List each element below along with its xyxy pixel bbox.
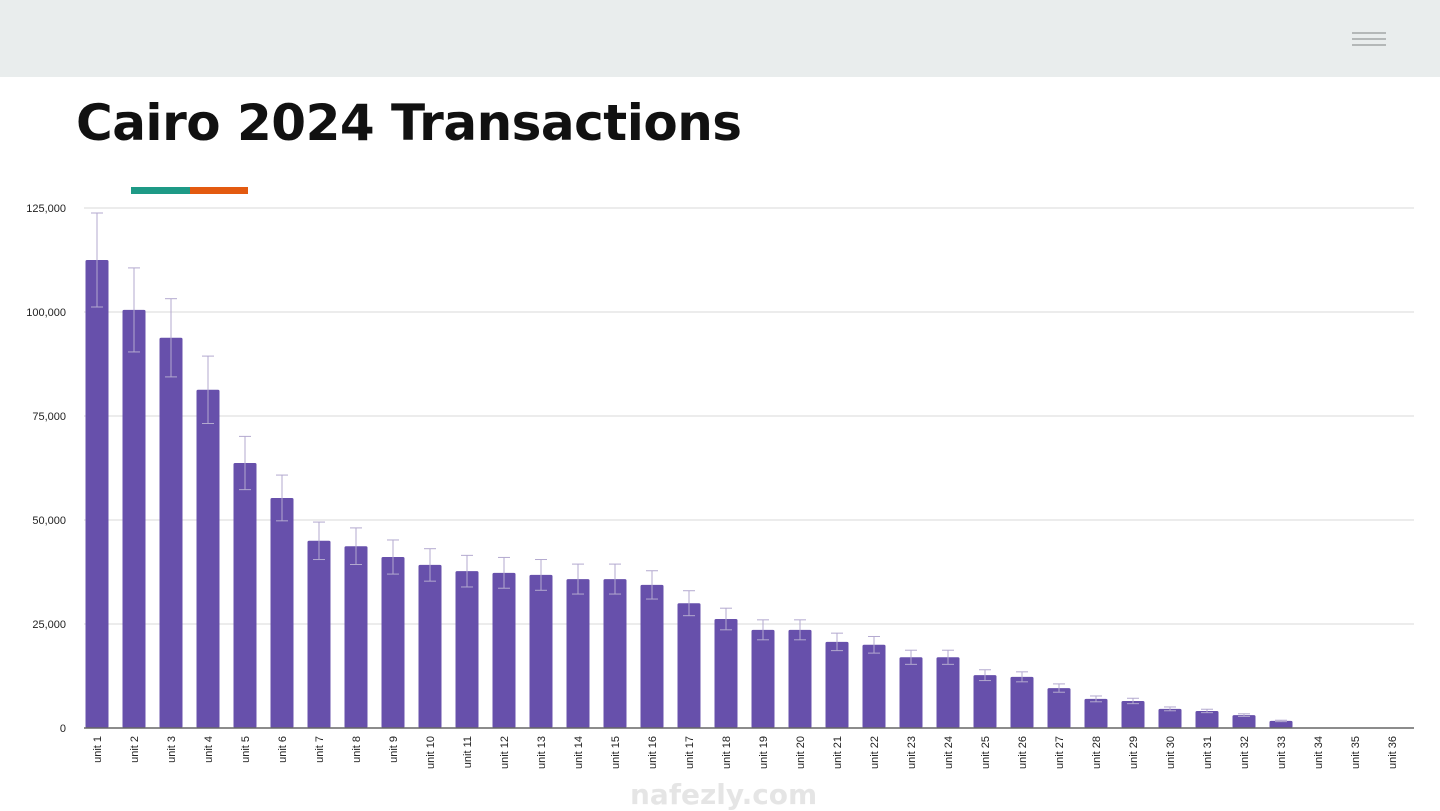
x-tick-label: unit 27 [1054,736,1066,769]
bar [492,572,516,728]
x-tick-label: unit 22 [869,736,881,769]
bar [936,657,960,728]
bar [1010,676,1034,728]
bar [196,389,220,728]
x-tick-label: unit 23 [906,736,918,769]
x-tick-label: unit 17 [684,736,696,769]
accent-bar-teal [131,187,190,194]
x-tick-label: unit 9 [388,736,400,763]
bar [899,657,923,728]
x-tick-label: unit 5 [240,736,252,763]
x-tick-label: unit 2 [129,736,141,763]
bar [1232,715,1256,728]
y-tick-label: 125,000 [26,203,66,215]
x-tick-label: unit 16 [647,736,659,769]
x-tick-label: unit 29 [1128,736,1140,769]
bar [1195,710,1219,728]
top-bar [0,0,1440,77]
x-tick-label: unit 25 [980,736,992,769]
x-tick-label: unit 35 [1350,736,1362,769]
x-tick-label: unit 36 [1387,736,1399,769]
bar [862,644,886,728]
x-tick-label: unit 34 [1313,736,1325,769]
x-tick-label: unit 14 [573,736,585,769]
bar [418,564,442,728]
x-tick-label: unit 33 [1276,736,1288,769]
bar [788,629,812,728]
bar [85,260,109,728]
x-tick-label: unit 30 [1165,736,1177,769]
bar [714,619,738,728]
x-tick-label: unit 18 [721,736,733,769]
y-tick-label: 0 [60,723,66,735]
x-tick-label: unit 3 [166,736,178,763]
bar [270,497,294,728]
x-tick-label: unit 13 [536,736,548,769]
bar [1158,708,1182,728]
bar [307,540,331,728]
x-tick-label: unit 15 [610,736,622,769]
x-tick-label: unit 24 [943,736,955,769]
x-tick-label: unit 11 [462,736,474,768]
x-tick-label: unit 21 [832,736,844,769]
bar [751,629,775,728]
x-tick-label: unit 7 [314,736,326,763]
x-tick-label: unit 6 [277,736,289,763]
bar [1121,700,1145,728]
accent-bar-orange [190,187,248,194]
bar [455,571,479,728]
bar [159,337,183,728]
x-tick-label: unit 12 [499,736,511,769]
bar [122,309,146,728]
hamburger-menu-icon[interactable] [1352,32,1388,48]
y-tick-label: 50,000 [32,515,66,527]
bar [973,675,997,728]
x-tick-label: unit 20 [795,736,807,769]
bar [566,579,590,728]
y-tick-label: 75,000 [32,411,66,423]
page-title: Cairo 2024 Transactions [76,94,742,152]
x-tick-label: unit 1 [92,736,104,763]
y-tick-label: 25,000 [32,619,66,631]
bar [1047,688,1071,728]
x-tick-label: unit 26 [1017,736,1029,769]
x-tick-label: unit 8 [351,736,363,763]
x-tick-label: unit 19 [758,736,770,769]
bar [529,574,553,728]
bar [640,584,664,728]
x-tick-label: unit 4 [203,736,215,763]
bar [1269,720,1293,728]
bar [233,463,257,728]
bar [677,603,701,728]
y-tick-label: 100,000 [26,307,66,319]
x-tick-label: unit 32 [1239,736,1251,769]
bar [825,641,849,728]
bar [603,579,627,728]
x-tick-label: unit 28 [1091,736,1103,769]
x-tick-label: unit 31 [1202,736,1214,769]
bar [381,557,405,728]
x-tick-label: unit 10 [425,736,437,769]
bar [1084,698,1108,728]
bar [344,546,368,728]
watermark: nafezly.com [630,778,818,811]
